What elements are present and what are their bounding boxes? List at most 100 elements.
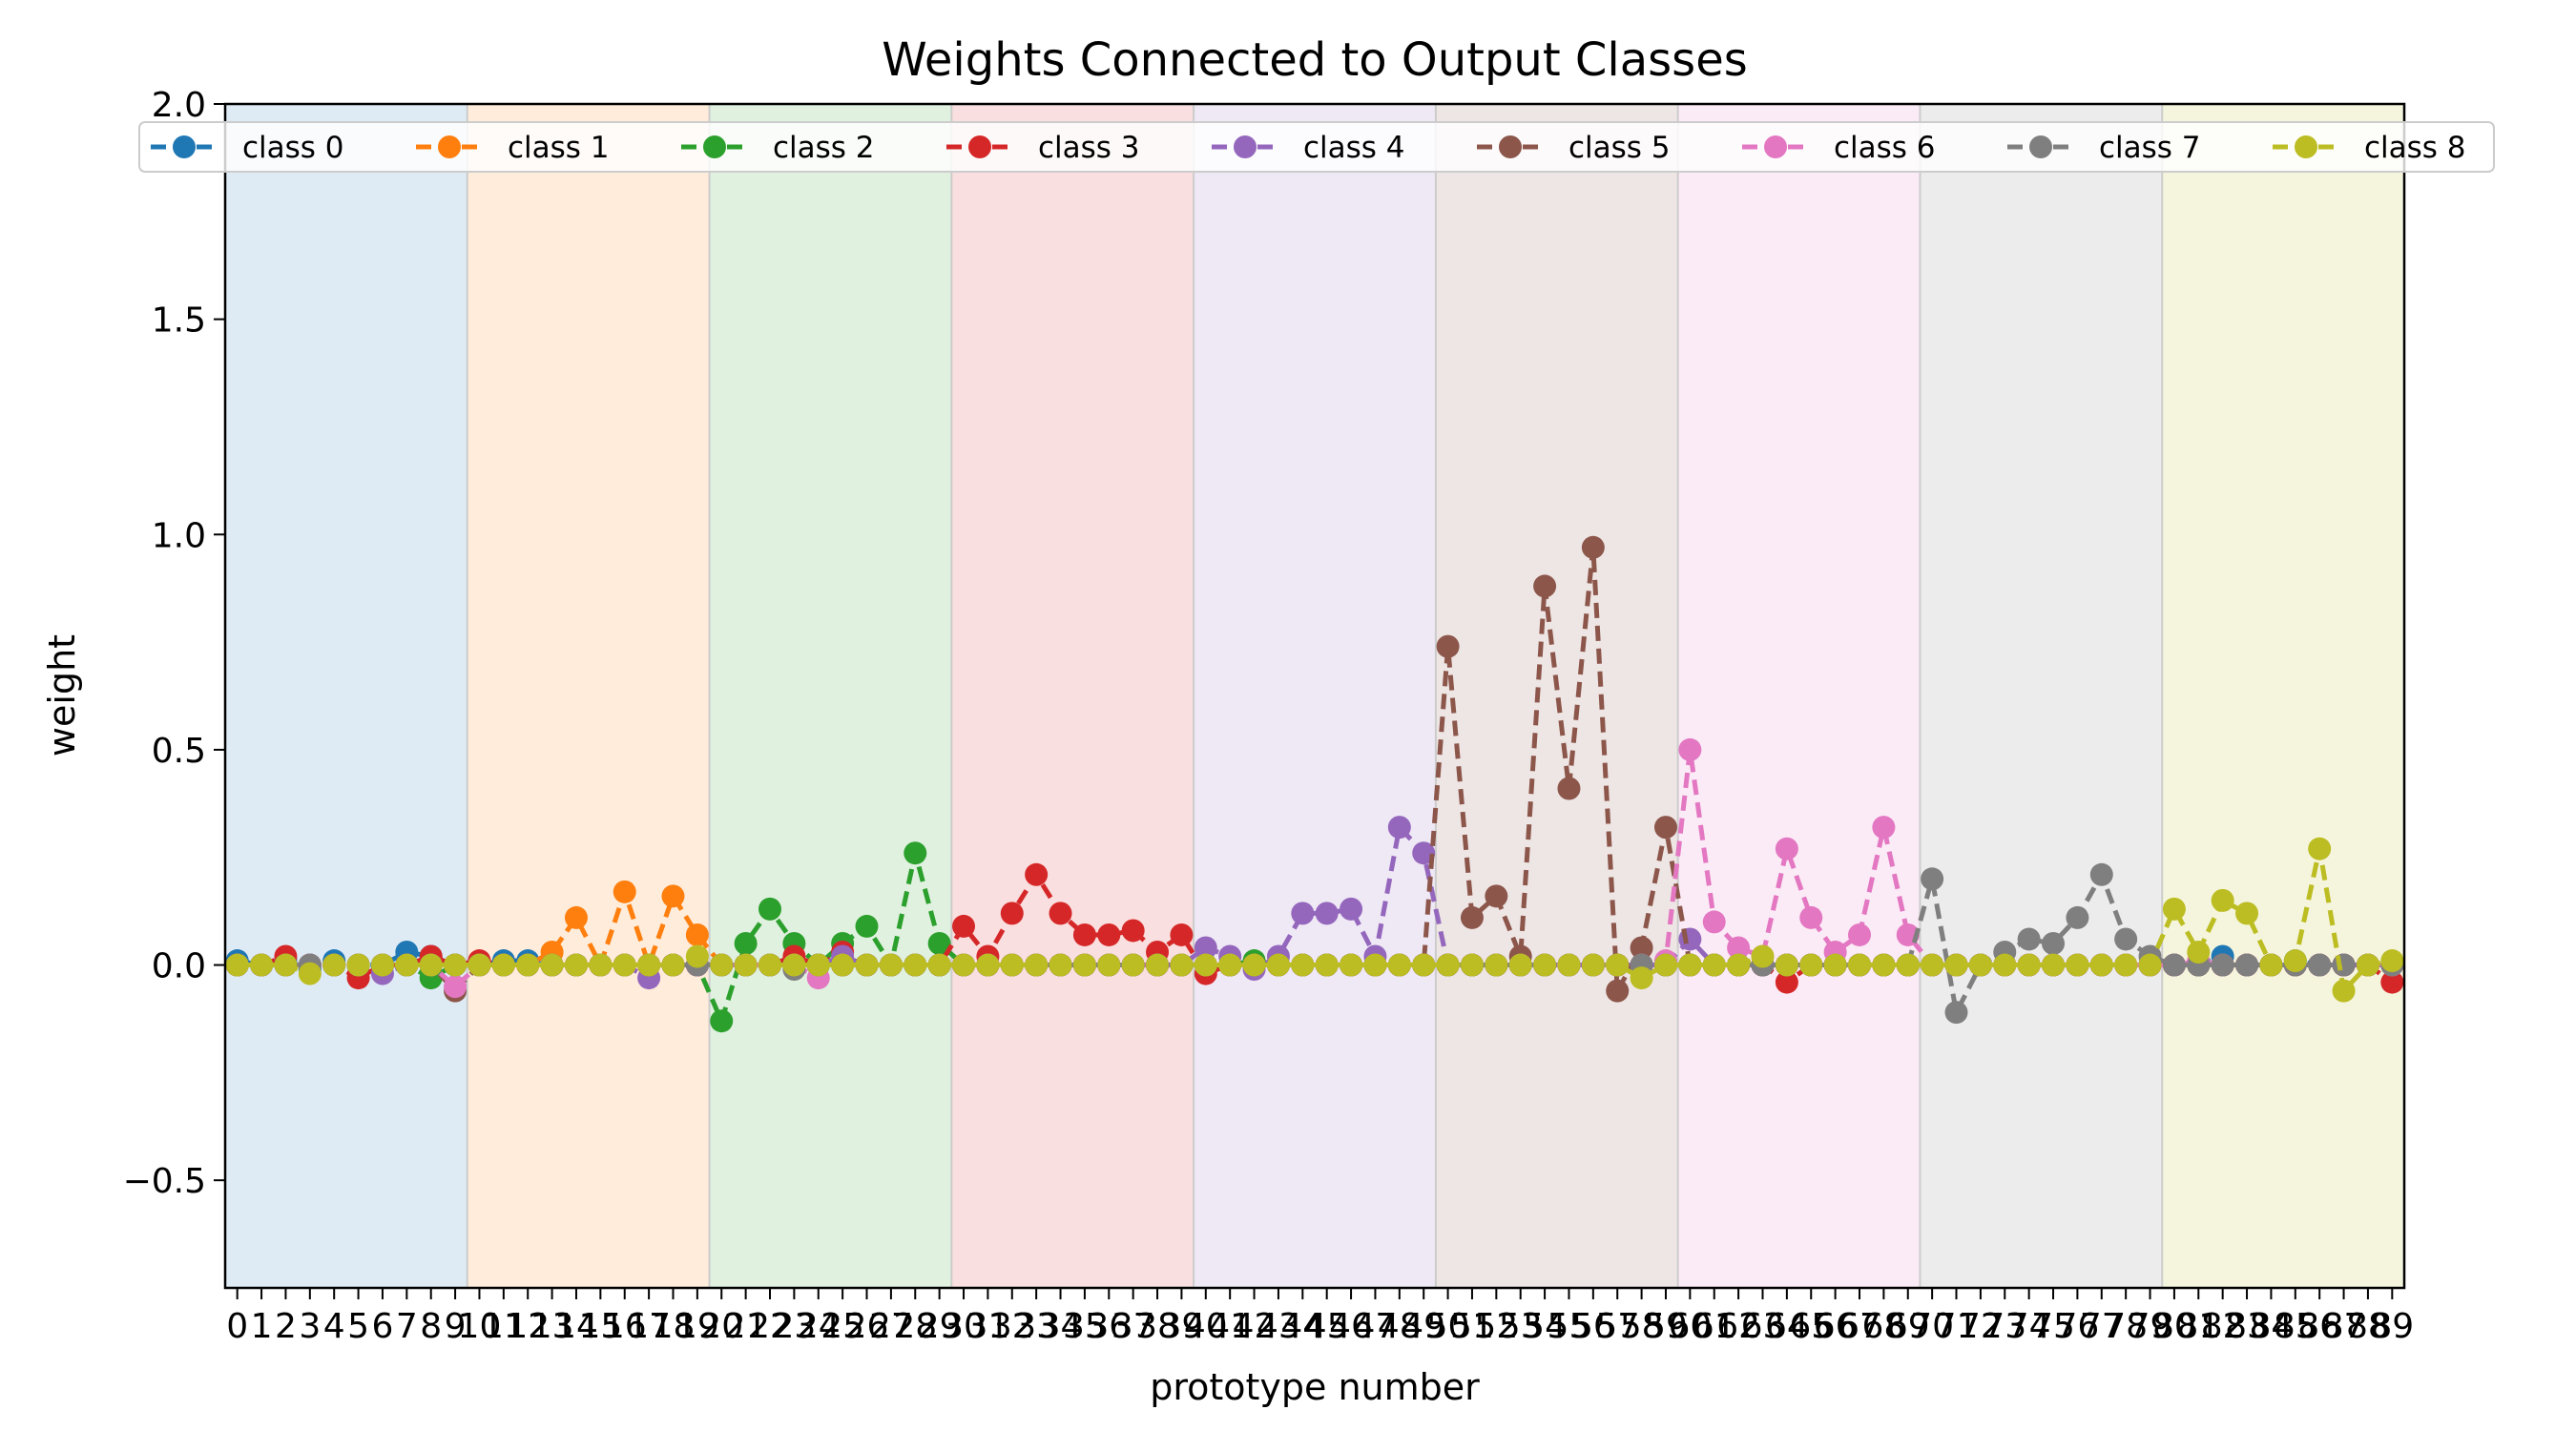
legend-label: class 1: [508, 131, 610, 165]
data-point: [1097, 953, 1121, 977]
data-point: [2308, 837, 2332, 861]
x-tick-label: 83: [2225, 1307, 2269, 1346]
data-point: [1581, 535, 1605, 559]
x-tick-label: 12: [506, 1307, 550, 1346]
data-point: [1848, 923, 1871, 946]
legend-label: class 8: [2364, 131, 2466, 165]
data-point: [322, 953, 346, 977]
y-axis: −0.5 0.0 0.5 1.0 1.5 2.0: [123, 86, 225, 1201]
legend: class 0 class 1 class 2 class 3 class 4 class…: [138, 121, 2495, 173]
x-tick-label: 34: [1039, 1307, 1083, 1346]
x-tick-label: 63: [1741, 1307, 1785, 1346]
x-tick-label: 51: [1450, 1307, 1494, 1346]
data-point: [1387, 816, 1411, 840]
data-point: [1727, 953, 1751, 977]
data-point: [444, 975, 467, 999]
class-band-4: [1194, 104, 1436, 1288]
legend-item: class 6: [1742, 131, 1936, 165]
legend-label: class 6: [1834, 131, 1936, 165]
data-point: [2162, 953, 2186, 977]
data-point: [1340, 953, 1363, 977]
data-point: [1944, 953, 1968, 977]
legend-label: class 5: [1568, 131, 1671, 165]
data-point: [685, 923, 709, 946]
x-tick-label: 87: [2322, 1307, 2366, 1346]
x-tick-label: 0: [226, 1307, 248, 1346]
data-point: [1291, 953, 1315, 977]
data-point: [1799, 953, 1823, 977]
data-point: [1460, 953, 1484, 977]
series-8: [225, 837, 2404, 1003]
data-point: [467, 953, 491, 977]
data-point: [1630, 966, 1653, 990]
x-tick-label: 29: [918, 1307, 962, 1346]
x-tick-label: 72: [1959, 1307, 2003, 1346]
data-point: [2042, 931, 2066, 955]
data-point: [1557, 777, 1581, 800]
x-tick-label: 22: [748, 1307, 792, 1346]
chart-title: Weights Connected to Output Classes: [882, 33, 1747, 87]
data-point: [1121, 953, 1145, 977]
x-tick-label: 9: [445, 1307, 467, 1346]
y-tick-label: 0.5: [152, 732, 206, 771]
x-axis-label: prototype number: [1150, 1366, 1480, 1408]
x-tick-label: 36: [1087, 1307, 1131, 1346]
data-point: [564, 953, 588, 977]
data-point: [1775, 953, 1798, 977]
data-point: [1072, 923, 1096, 946]
data-point: [1678, 953, 1702, 977]
data-point: [2114, 927, 2138, 951]
data-point: [710, 953, 734, 977]
y-tick-label: 1.5: [152, 301, 206, 341]
legend-marker: [173, 135, 196, 158]
x-tick-label: 14: [554, 1307, 598, 1346]
legend-marker: [703, 135, 726, 158]
legend-box: [138, 121, 2495, 173]
x-tick-label: 46: [1329, 1307, 1373, 1346]
x-tick-label: 38: [1135, 1307, 1179, 1346]
x-tick-label: 30: [942, 1307, 986, 1346]
x-tick-label: 8: [420, 1307, 442, 1346]
x-tick-label: 11: [482, 1307, 526, 1346]
data-point: [710, 1009, 734, 1033]
x-tick-label: 54: [1523, 1307, 1567, 1346]
x-tick-label: 68: [1861, 1307, 1905, 1346]
x-tick-label: 18: [652, 1307, 696, 1346]
x-tick-label: 49: [1402, 1307, 1445, 1346]
data-point: [782, 953, 806, 977]
x-tick-label: 6: [372, 1307, 394, 1346]
data-point: [540, 953, 564, 977]
data-point: [2162, 897, 2186, 921]
data-point: [1775, 970, 1798, 994]
data-point: [1678, 737, 1702, 761]
x-tick-label: 73: [1983, 1307, 2026, 1346]
data-point: [2211, 953, 2234, 977]
x-tick-label: 61: [1693, 1307, 1736, 1346]
legend-label: class 0: [242, 131, 344, 165]
x-tick-label: 44: [1280, 1307, 1324, 1346]
data-point: [1702, 910, 1726, 934]
legend-label: class 7: [2099, 131, 2201, 165]
x-tick-label: 52: [1474, 1307, 1518, 1346]
x-tick-label: 88: [2346, 1307, 2390, 1346]
x-tick-label: 74: [2007, 1307, 2051, 1346]
class-band-1: [467, 104, 710, 1288]
x-tick-label: 58: [1620, 1307, 1664, 1346]
x-tick-label: 82: [2201, 1307, 2245, 1346]
data-point: [1049, 902, 1072, 925]
data-point: [1170, 953, 1194, 977]
x-tick-label: 48: [1378, 1307, 1422, 1346]
data-point: [1412, 953, 1436, 977]
data-point: [1387, 953, 1411, 977]
data-point: [1508, 953, 1532, 977]
data-point: [516, 953, 540, 977]
data-point: [491, 953, 515, 977]
x-tick-label: 23: [772, 1307, 816, 1346]
legend-label: class 2: [773, 131, 875, 165]
y-axis-label: weight: [41, 634, 83, 757]
x-tick-label: 32: [990, 1307, 1034, 1346]
data-point: [370, 953, 394, 977]
x-tick-label: 25: [821, 1307, 864, 1346]
data-point: [758, 953, 781, 977]
legend-item: class 4: [1212, 131, 1405, 165]
